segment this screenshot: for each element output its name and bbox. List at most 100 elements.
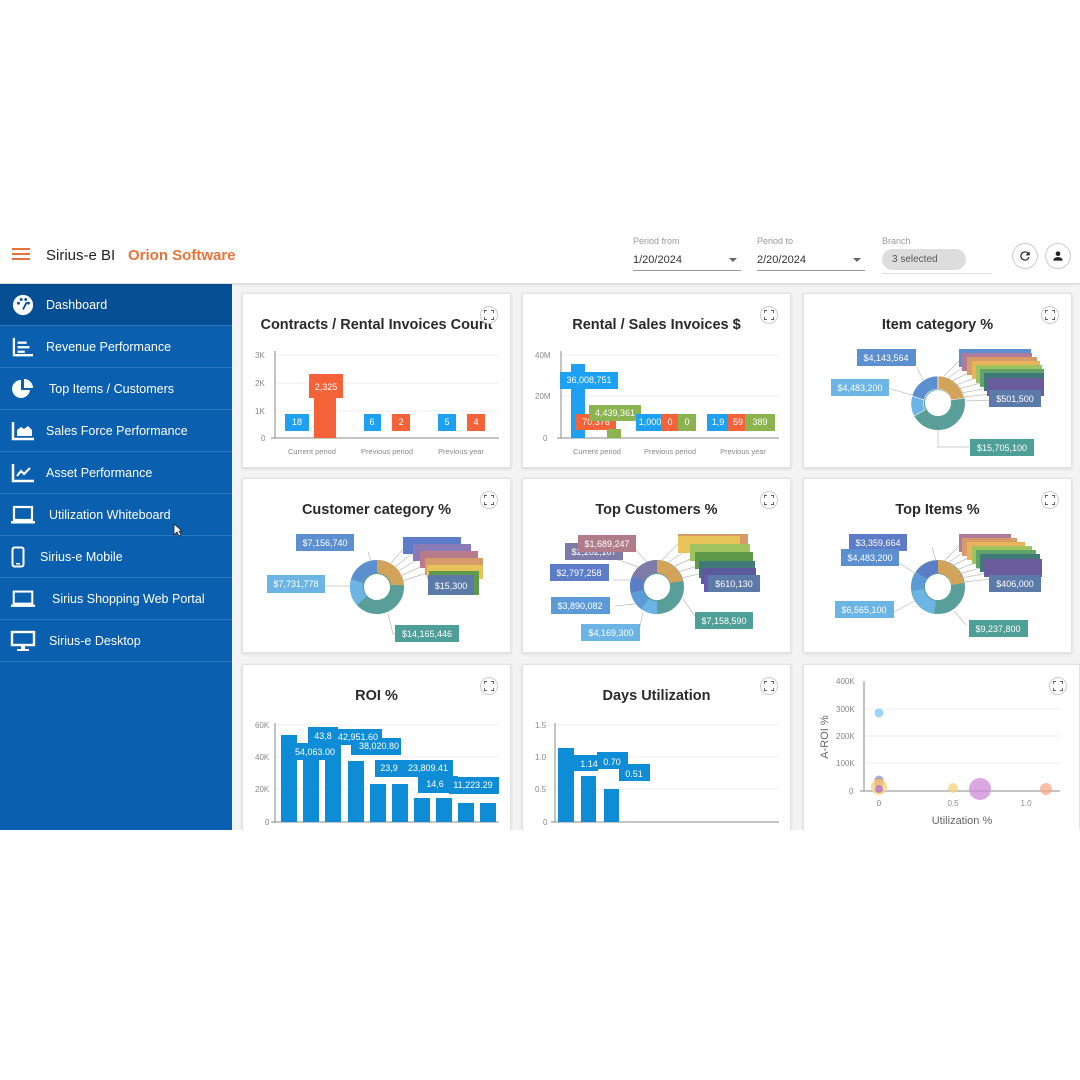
sidebar-item-sales-force-performance[interactable]: Sales Force Performance <box>0 410 232 452</box>
svg-text:$15,300: $15,300 <box>435 581 468 591</box>
sidebar-item-utilization-whiteboard[interactable]: Utilization Whiteboard <box>0 494 232 536</box>
svg-text:59: 59 <box>733 417 743 427</box>
card-top-items: Top Items % $406,000 $3,359,664 $4,483,2… <box>803 478 1072 653</box>
svg-text:1.14: 1.14 <box>580 759 598 769</box>
period-from-field[interactable]: Period from 1/20/2024 <box>633 236 741 271</box>
sidebar-item-label: Sirius-e Desktop <box>49 633 141 648</box>
svg-text:Previous year: Previous year <box>720 447 766 456</box>
card-aroi-scatter: 400K 300K 200K 100K 0 0 0.5 <box>803 664 1080 830</box>
sidebar-item-asset-performance[interactable]: Asset Performance <box>0 452 232 494</box>
svg-text:$3,890,082: $3,890,082 <box>557 601 602 611</box>
svg-text:4,439,361: 4,439,361 <box>595 408 635 418</box>
fullscreen-icon[interactable] <box>760 306 778 324</box>
card-roi: ROI % 60K 40K 20K 0 54,063.00 43,8 42,95… <box>242 664 511 830</box>
svg-text:1.5: 1.5 <box>535 721 547 730</box>
rental-sales-bar-chart: 40M 20M 0 36,008,751 70,376 4,439,361 1,… <box>535 351 779 456</box>
svg-text:$7,158,590: $7,158,590 <box>701 616 746 626</box>
svg-text:2K: 2K <box>255 379 265 388</box>
branch-field[interactable]: Branch 3 selected <box>882 236 992 274</box>
card-title: Days Utilization <box>602 688 711 704</box>
aroi-scatter-chart: 400K 300K 200K 100K 0 0 0.5 <box>819 677 1060 827</box>
svg-text:$610,130: $610,130 <box>715 579 753 589</box>
card-rental-sales-invoices: Rental / Sales Invoices $ 40M 20M 0 36,0… <box>522 293 791 468</box>
svg-text:23,9: 23,9 <box>380 763 398 773</box>
sidebar-item-dashboard[interactable]: Dashboard <box>0 284 232 326</box>
card-customer-category: Customer category % $15,300 $7,156,740 $… <box>242 478 511 653</box>
refresh-icon <box>1020 251 1030 261</box>
fullscreen-icon[interactable] <box>760 677 778 695</box>
svg-text:100K: 100K <box>836 759 855 768</box>
branch-label: Branch <box>882 236 911 246</box>
svg-text:0.5: 0.5 <box>947 799 959 808</box>
svg-text:0: 0 <box>877 799 882 808</box>
svg-text:$406,000: $406,000 <box>996 579 1034 589</box>
refresh-button[interactable] <box>1012 243 1038 269</box>
sidebar-item-revenue-performance[interactable]: Revenue Performance <box>0 326 232 368</box>
fullscreen-icon[interactable] <box>480 491 498 509</box>
card-item-category: Item category % $501,500 $4,143,5 <box>803 293 1072 468</box>
svg-text:200K: 200K <box>836 732 855 741</box>
svg-text:$6,565,100: $6,565,100 <box>841 605 886 615</box>
svg-text:42,951.60: 42,951.60 <box>338 732 378 742</box>
desktop-icon <box>10 630 36 652</box>
svg-text:Current period: Current period <box>573 447 621 456</box>
svg-text:Current period: Current period <box>288 447 336 456</box>
period-from-value[interactable]: 1/20/2024 <box>633 254 741 271</box>
svg-text:0: 0 <box>543 818 548 827</box>
svg-text:3K: 3K <box>255 351 265 360</box>
branch-select[interactable]: 3 selected <box>882 249 966 270</box>
svg-text:$1,689,247: $1,689,247 <box>584 539 629 549</box>
svg-text:0.70: 0.70 <box>603 757 621 767</box>
fullscreen-icon[interactable] <box>480 306 498 324</box>
card-title: Item category % <box>881 317 994 333</box>
sidebar-item-sirius-shopping-web-portal[interactable]: Sirius Shopping Web Portal <box>0 578 232 620</box>
svg-text:$14,165,446: $14,165,446 <box>402 629 452 639</box>
fullscreen-icon[interactable] <box>1041 306 1059 324</box>
svg-text:0.5: 0.5 <box>535 785 547 794</box>
laptop-icon <box>10 504 36 526</box>
sidebar-item-top-items-customers[interactable]: Top Items / Customers <box>0 368 232 410</box>
app-window: Sirius-e BI Orion Software Period from 1… <box>0 228 1080 830</box>
period-to-label: Period to <box>757 236 794 246</box>
svg-text:A-ROI %: A-ROI % <box>819 715 831 759</box>
fullscreen-icon[interactable] <box>1049 677 1067 695</box>
svg-text:36,008,751: 36,008,751 <box>566 375 611 385</box>
card-days-utilization: Days Utilization 1.5 1.0 0.5 0 1.14 0.70… <box>522 664 791 830</box>
svg-text:2,325: 2,325 <box>315 382 338 392</box>
svg-text:389: 389 <box>752 417 767 427</box>
svg-text:70,376: 70,376 <box>582 417 610 427</box>
svg-text:43,8: 43,8 <box>314 731 332 741</box>
top-items-donut: $406,000 $3,359,664 $4,483,200 $6,565,10… <box>835 534 1042 637</box>
fullscreen-icon[interactable] <box>760 491 778 509</box>
sidebar-item-sirius-e-mobile[interactable]: Sirius-e Mobile <box>0 536 232 578</box>
svg-text:4: 4 <box>473 417 478 427</box>
svg-text:20M: 20M <box>535 392 551 401</box>
sidebar-item-label: Asset Performance <box>46 465 153 480</box>
chevron-down-icon <box>729 258 737 262</box>
svg-text:1.0: 1.0 <box>535 753 547 762</box>
account-button[interactable] <box>1045 243 1071 269</box>
fullscreen-icon[interactable] <box>1041 491 1059 509</box>
svg-text:2: 2 <box>398 417 403 427</box>
roi-bar-chart: 60K 40K 20K 0 54,063.00 43,8 42,951.60 3… <box>255 721 499 827</box>
svg-text:$2,797,258: $2,797,258 <box>556 568 601 578</box>
area-chart-icon <box>10 420 36 442</box>
chevron-down-icon <box>853 258 861 262</box>
laptop-icon <box>10 588 36 610</box>
card-title: ROI % <box>355 688 398 704</box>
card-title: Contracts / Rental Invoices Count <box>260 317 493 333</box>
svg-text:$7,156,740: $7,156,740 <box>302 538 347 548</box>
svg-text:300K: 300K <box>836 705 855 714</box>
fullscreen-icon[interactable] <box>480 677 498 695</box>
period-to-field[interactable]: Period to 2/20/2024 <box>757 236 865 271</box>
app-name: Sirius-e BI <box>46 247 116 264</box>
top-customers-donut: $610,130 $2,202,107 $1,689,247 $2,797,25… <box>550 534 760 641</box>
svg-text:0: 0 <box>667 417 672 427</box>
hamburger-menu-icon[interactable] <box>12 248 30 262</box>
top-bar: Sirius-e BI Orion Software Period from 1… <box>0 228 1080 284</box>
svg-text:400K: 400K <box>836 677 855 686</box>
item-category-donut: $501,500 $4,143,564 $4,483,200 $15,705,1… <box>831 349 1044 456</box>
sidebar-item-sirius-e-desktop[interactable]: Sirius-e Desktop <box>0 620 232 662</box>
svg-text:40K: 40K <box>255 753 270 762</box>
period-to-value[interactable]: 2/20/2024 <box>757 254 865 271</box>
